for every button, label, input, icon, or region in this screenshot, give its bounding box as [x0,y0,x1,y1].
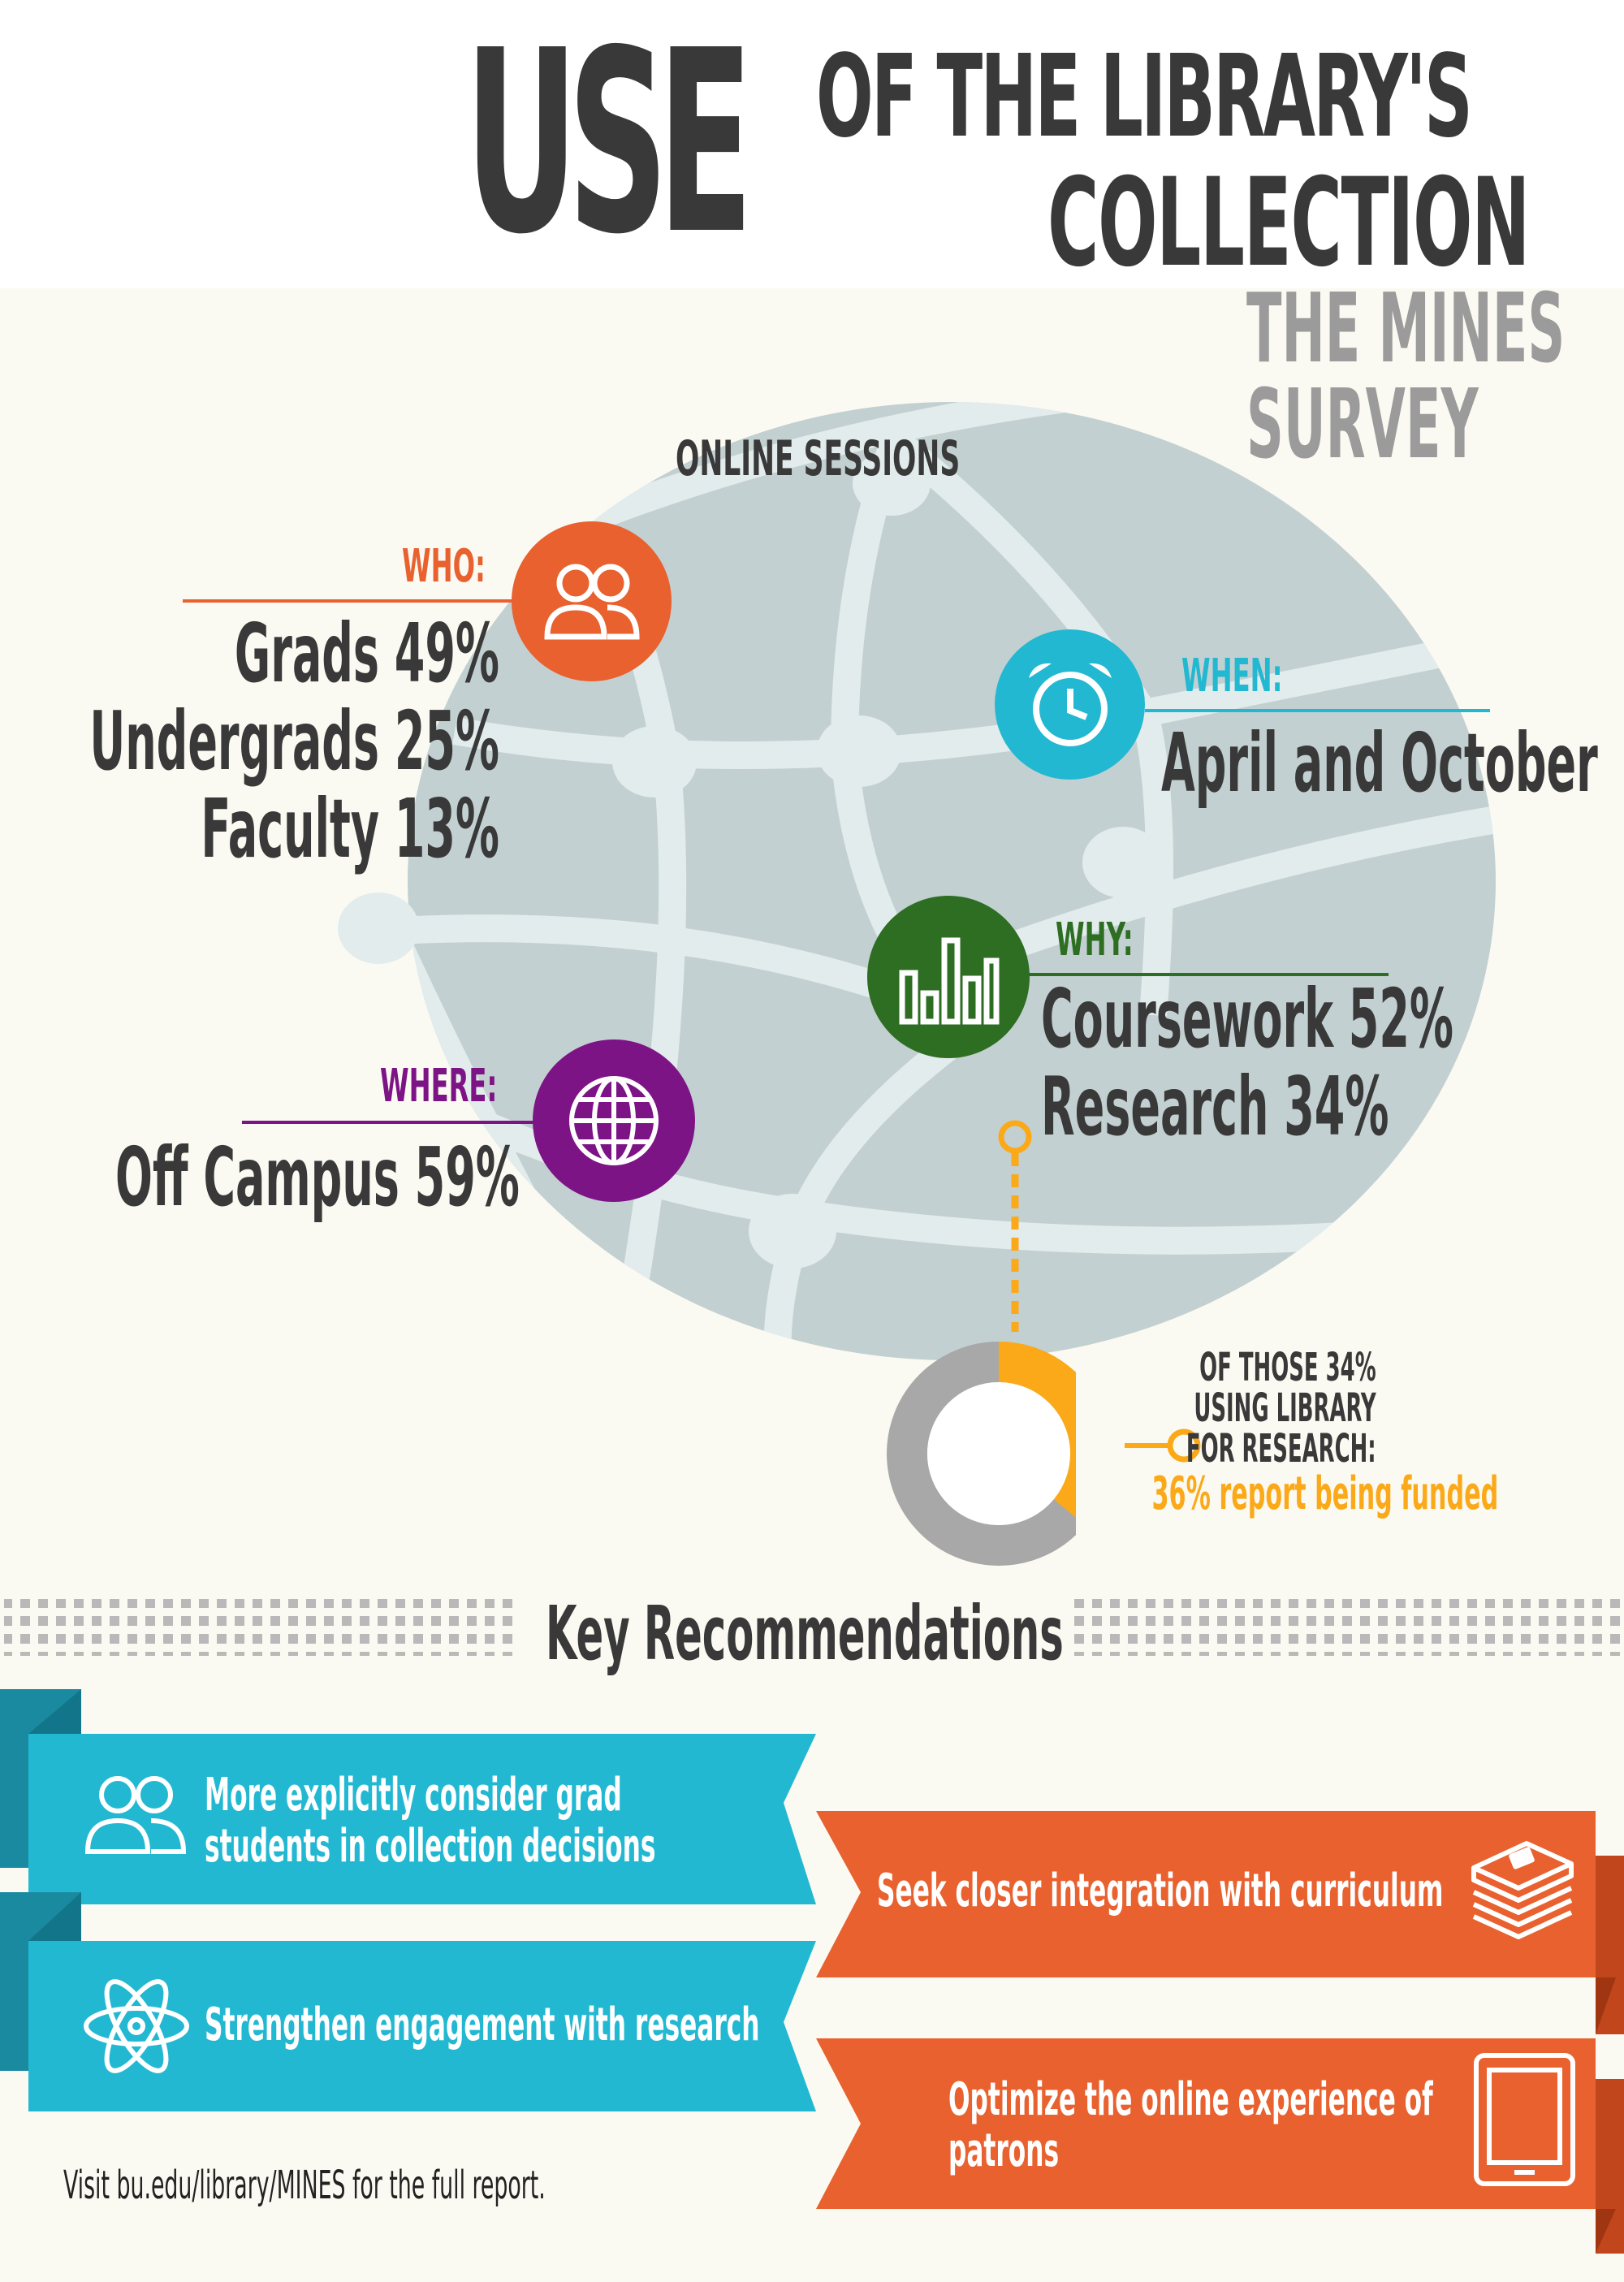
funded-donut-chart [887,1342,1076,1566]
donut-hole [927,1382,1070,1525]
bar-chart-icon [899,937,1000,1025]
subtitle: THE MINES SURVEY [1246,280,1565,472]
people-icon [84,1776,187,1854]
why-icon-circle [867,896,1030,1058]
title-line1: OF THE LIBRARY'S [816,31,1473,163]
globe-heading: ONLINE SESSIONS [676,430,961,487]
who-line-2: Undergrads 25% [89,694,499,789]
recommendation-4-text: Optimize the online experience of patron… [948,2073,1433,2177]
recommendation-3-text: Strengthen engagement with research [205,1999,760,2051]
who-values: Grads 49% Undergrads 25% Faculty 13% [0,613,499,876]
where-value: Off Campus 59% [115,1130,520,1225]
alarm-clock-icon [1028,663,1112,746]
why-line-2: Research 34% [1041,1059,1389,1154]
who-line-3: Faculty 13% [201,781,499,876]
people-icon [543,564,640,639]
who-label: WHO: [402,540,486,593]
why-label: WHY: [1056,914,1134,966]
when-label: WHEN: [1181,650,1283,702]
recommendation-1-line-2: students in collection decisions [205,1819,656,1873]
subtitle-line2: SURVEY [1246,368,1479,480]
footer-link-text[interactable]: Visit bu.edu/library/MINES for the full … [63,2163,546,2208]
recommendation-2-text: Seek closer integration with curriculum [877,1865,1444,1917]
funded-line-1: OF THOSE 34% [1199,1345,1376,1390]
funded-line-3: FOR RESEARCH: [1186,1426,1376,1472]
funded-line-2: USING LIBRARY [1194,1385,1376,1431]
title-line2: COLLECTION [1047,153,1530,294]
funded-highlight: 36% report being funded [1151,1467,1498,1520]
why-values: Coursework 52% Research 34% [1041,979,1624,1154]
subtitle-line1: THE MINES [1246,272,1566,384]
recommendations-title: Key Recommendations [546,1590,1064,1677]
recommendation-4-line-1: Optimize the online experience of [948,2073,1433,2126]
section-divider-dots [4,1599,1622,1656]
title-use: USE [464,0,754,290]
recommendation-1-text: More explicitly consider grad students i… [205,1770,655,1872]
when-icon-circle [995,629,1145,780]
recommendation-4-line-2: patrons [948,2124,1060,2177]
atom-icon [84,1979,189,2073]
recommendation-2-line-1: Seek closer integration with curriculum [877,1865,1444,1917]
globe-icon [569,1076,659,1165]
why-line-1: Coursework 52% [1041,971,1453,1066]
funded-caption: OF THOSE 34% USING LIBRARY FOR RESEARCH: [1060,1348,1376,1470]
recommendation-3-line-1: Strengthen engagement with research [205,1999,760,2051]
when-value: April and October [1161,715,1598,810]
tablet-icon [1474,2053,1575,2186]
donut-funded-segment [887,1342,1076,1566]
where-label: WHERE: [380,1060,498,1113]
who-icon-circle [512,521,672,681]
books-icon [1471,1841,1574,1939]
who-line-1: Grads 49% [234,606,499,701]
where-icon-circle [533,1039,695,1202]
recommendation-1-line-1: More explicitly consider grad [205,1769,622,1822]
